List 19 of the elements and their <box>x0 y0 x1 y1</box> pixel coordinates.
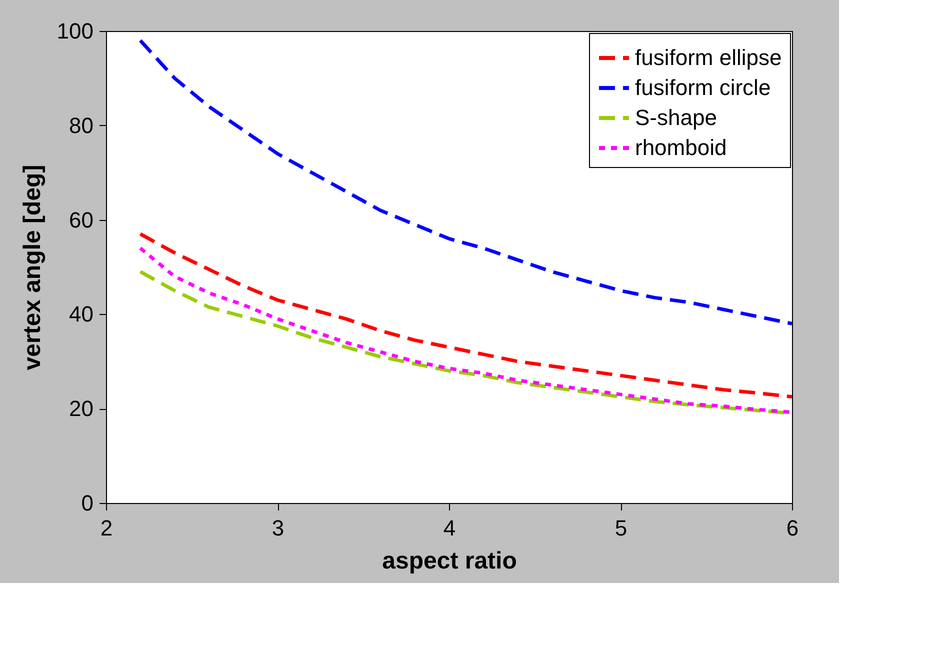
line-series <box>138 38 792 326</box>
y-tick-label: 60 <box>69 207 94 232</box>
x-tick-label: 4 <box>443 516 456 540</box>
legend-label: fusiform circle <box>635 75 771 100</box>
y-tick-label: 0 <box>81 490 94 516</box>
legend-label: rhomboid <box>635 135 727 160</box>
x-tick-label: 3 <box>272 516 284 540</box>
y-tick-label: 40 <box>69 302 94 327</box>
legend-label: S-shape <box>635 105 717 130</box>
y-tick-label: 80 <box>69 112 94 138</box>
x-tick-label: 2 <box>100 516 113 540</box>
y-tick-label: 20 <box>69 396 94 422</box>
x-tick-label: 5 <box>614 516 628 540</box>
line-series <box>138 232 792 399</box>
y-tick-label: 100 <box>56 18 94 44</box>
x-tick-label: 6 <box>786 516 799 540</box>
y-axis-title: vertex angle [deg] <box>18 164 46 370</box>
x-axis-title: aspect ratio <box>382 548 517 574</box>
legend-label: fusiform ellipse <box>635 45 782 70</box>
